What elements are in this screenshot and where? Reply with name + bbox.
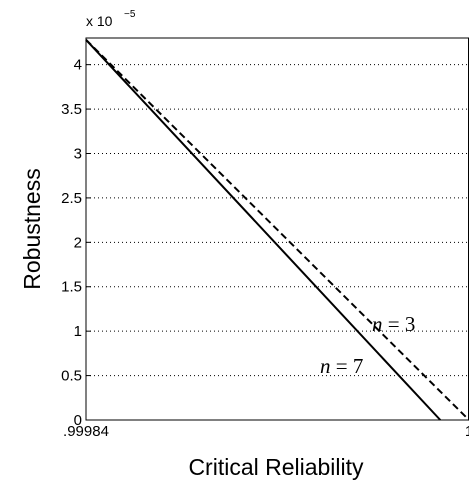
y-tick-label: 1 (74, 323, 82, 340)
x-axis-title: Critical Reliability (188, 454, 364, 480)
y-tick-label: 2 (74, 234, 82, 251)
x-tick-label: 1 (465, 423, 469, 440)
y-tick-label: 1.5 (61, 279, 82, 296)
x-tick-label: .99984 (63, 423, 109, 440)
series-line-n7 (85, 39, 442, 421)
y-axis-multiplier: x 10 −5 (86, 9, 136, 29)
y-multiplier-base: x 10 (86, 13, 113, 29)
y-tick-label: 0.5 (61, 368, 82, 385)
y-tick-label: 3.5 (61, 101, 82, 118)
y-tick-label: 0 (74, 412, 82, 429)
y-tick-label: 2.5 (61, 190, 82, 207)
annotation-n7: n = 7 (320, 354, 363, 378)
y-axis-title: Robustness (19, 168, 45, 289)
tick-marks (85, 64, 469, 421)
y-multiplier-exponent: −5 (124, 9, 136, 20)
annotation-n3: n = 3 (372, 312, 415, 336)
series-line-n3 (85, 39, 469, 421)
tick-labels: 0 0.5 1 1.5 2 2.5 3 3.5 4 .99984 1 (61, 57, 469, 440)
series-layer (85, 39, 469, 421)
y-tick-label: 4 (74, 57, 82, 74)
y-tick-label: 3 (74, 145, 82, 162)
